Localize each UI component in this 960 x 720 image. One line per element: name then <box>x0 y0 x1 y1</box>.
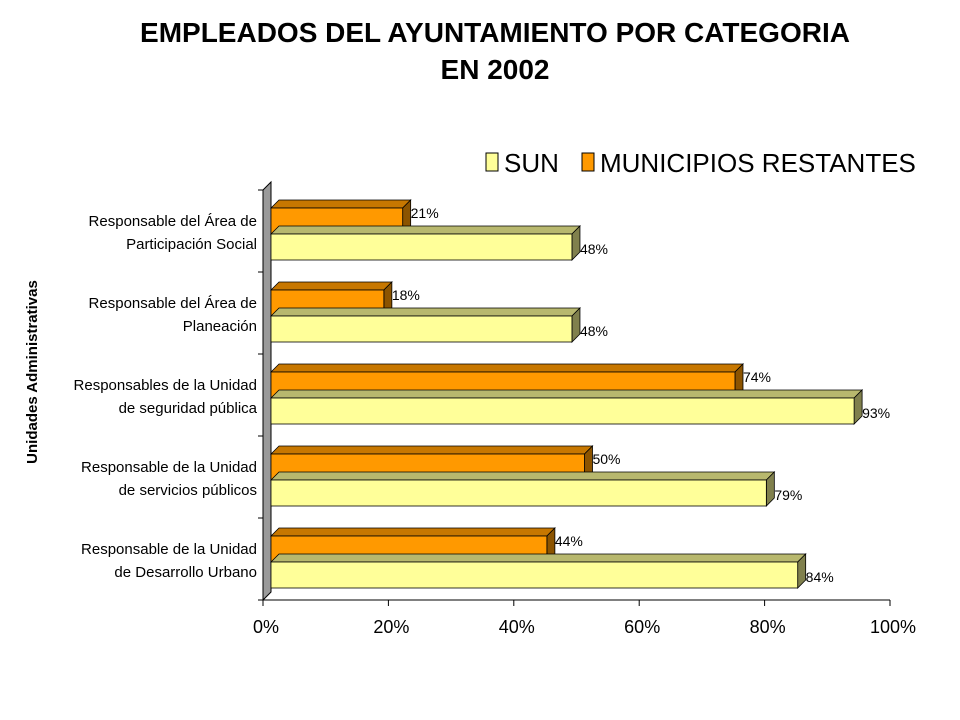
x-tick-label: 60% <box>624 617 660 637</box>
data-label: 84% <box>806 569 834 585</box>
bar-sun-3 <box>270 471 776 507</box>
legend-label-sun: SUN <box>504 148 559 178</box>
bar-front-face <box>270 315 573 343</box>
bar-top-face <box>270 281 393 291</box>
bar-sun-4 <box>270 553 807 589</box>
legend: SUN MUNICIPIOS RESTANTES <box>485 148 916 178</box>
chart-title-line2: EN 2002 <box>440 54 550 85</box>
chart-title: EMPLEADOS DEL AYUNTAMIENTO POR CATEGORIA… <box>60 14 930 88</box>
category-label: Responsables de la Unidad de seguridad pú… <box>74 377 258 417</box>
bar-top-face <box>270 363 744 373</box>
data-label: 48% <box>580 241 608 257</box>
category-label: Responsable de la Unidad de servicios púb… <box>81 459 257 499</box>
bar-front-face <box>270 561 799 589</box>
bar-sun-1 <box>270 307 581 343</box>
data-label: 74% <box>743 369 771 385</box>
bar-top-face <box>270 471 776 481</box>
bar-sun-2 <box>270 389 864 425</box>
data-label: 79% <box>774 487 802 503</box>
x-tick-label: 80% <box>750 617 786 637</box>
bar-front-face <box>270 233 573 261</box>
labels-layer: 0% 20% 40% 60% 80% 100% 21% 48% Responsable del … <box>74 205 916 637</box>
category-label: Responsable del Área de Participación Soc… <box>89 213 257 253</box>
legend-swatch-municipios <box>581 152 595 172</box>
legend-swatch-sun <box>485 152 499 172</box>
bar-top-face <box>270 307 581 317</box>
category-label: Responsable de la Unidad de Desarrollo Ur… <box>81 541 257 581</box>
data-label: 93% <box>862 405 890 421</box>
chart-title-line1: EMPLEADOS DEL AYUNTAMIENTO POR CATEGORIA <box>140 17 850 48</box>
x-tick-label: 40% <box>499 617 535 637</box>
bar-top-face <box>270 445 594 455</box>
data-label: 50% <box>592 451 620 467</box>
bars-layer <box>270 199 864 589</box>
y-axis-label: Unidades Administrativas <box>24 280 41 464</box>
data-label: 48% <box>580 323 608 339</box>
category-label: Responsable del Área de Planeación <box>89 295 257 335</box>
x-tick-label: 100% <box>870 617 916 637</box>
data-label: 18% <box>392 287 420 303</box>
bar-top-face <box>270 225 581 235</box>
axis-layer <box>258 180 891 606</box>
bar-front-face <box>270 479 767 507</box>
legend-label-municipios: MUNICIPIOS RESTANTES <box>600 148 916 178</box>
data-label: 21% <box>411 205 439 221</box>
bar-top-face <box>270 199 412 209</box>
bar-top-face <box>270 527 556 537</box>
x-tick-label: 0% <box>253 617 279 637</box>
bar-sun-0 <box>270 225 581 261</box>
bar-top-face <box>270 553 807 563</box>
bar-front-face <box>270 397 855 425</box>
bar-top-face <box>270 389 864 399</box>
data-label: 44% <box>555 533 583 549</box>
axis-wall <box>262 180 272 602</box>
x-tick-label: 20% <box>373 617 409 637</box>
